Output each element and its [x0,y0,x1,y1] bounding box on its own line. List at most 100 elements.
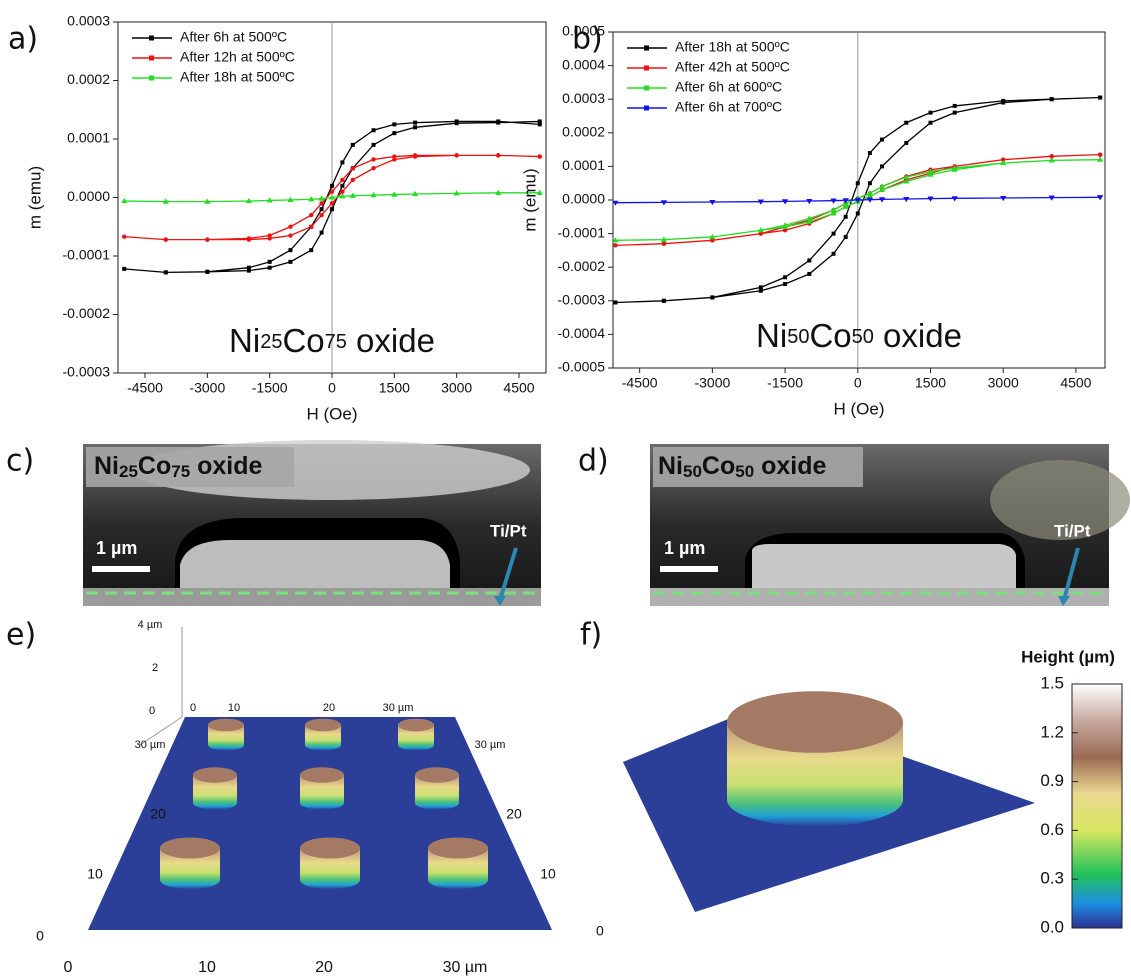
y-tick-label: 0.0002 [562,124,605,140]
sem-label: Co [702,452,735,480]
marker [953,104,957,108]
afm-axis-label: 30 µm [443,959,488,976]
marker [613,300,617,304]
scale-label: 1 µm [664,538,705,558]
y-tick-label: 0.0002 [67,71,110,87]
annotation-part: Co [809,317,851,354]
marker [205,270,209,274]
sem-image: Ni50Co50 oxide 1 µm Ti/Pt [650,444,1130,606]
marker [1098,96,1102,100]
marker [351,178,355,182]
legend-marker [644,46,649,51]
sem-label: Co [138,452,171,480]
marker [268,266,272,270]
legend-label: After 6h at 700ºC [675,99,782,115]
marker [267,236,271,240]
colorbar-tick-label: 0.0 [1040,917,1064,936]
sem-label: Ni [94,452,119,480]
marker [710,295,714,299]
marker [330,201,334,205]
marker [953,111,957,115]
marker [538,119,542,123]
x-tick-label: -3000 [189,380,225,396]
afm-axis-label: 30 µm [475,739,506,751]
legend-label: After 18h at 500ºC [675,39,790,55]
colorbar-tick-label: 0.6 [1040,820,1064,839]
annotation-part: Co [282,322,324,359]
marker [783,275,787,279]
y-tick-label: -0.0005 [558,359,606,375]
marker [856,211,860,215]
legend-marker [149,56,154,61]
marker [1001,101,1005,105]
afm-axis-label: 10 [540,866,556,882]
y-tick-label: 0.0000 [67,188,110,204]
x-tick-label: 3000 [441,380,472,396]
afm-axis-label: 20 [506,806,522,822]
marker [928,121,932,125]
annotation: Ni50Co50 oxide [756,317,962,354]
legend-label: After 42h at 500ºC [675,59,790,75]
marker [868,181,872,185]
marker [351,143,355,147]
marker [351,166,355,170]
marker [844,215,848,219]
afm-axis-label: 20 [315,959,333,976]
marker [268,260,272,264]
colorbar-tick-label: 0.3 [1040,869,1064,888]
colorbar-tick-label: 0.9 [1040,771,1064,790]
panel-label: d) [578,444,609,479]
afm-axis-label: 0 [36,928,44,944]
colorbar-title: Height (µm) [1021,647,1115,666]
marker [371,166,375,170]
y-tick-label: 0.0003 [67,13,110,29]
marker [538,154,542,158]
afm-axis-label: 20 [150,806,166,822]
marker [122,267,126,271]
x-tick-label: 1500 [379,380,410,396]
y-tick-label: -0.0003 [558,292,606,308]
marker [844,235,848,239]
sem-label: 75 [171,462,190,481]
marker [856,181,860,185]
marker [880,164,884,168]
annotation-part: oxide [874,317,962,354]
afm-axis-label: 0 [64,959,73,976]
marker [1050,97,1054,101]
pillar-top [305,719,341,732]
afm-axis-label: 2 [152,662,158,674]
layer-label: Ti/Pt [490,521,527,540]
marker [330,189,334,193]
marker [320,231,324,235]
legend-marker [149,76,154,81]
marker [288,233,292,237]
marker [392,122,396,126]
marker [288,260,292,264]
figure: Ni25Co75 oxide 1 µm Ti/Pt Ni50Co50 oxide… [0,0,1131,978]
marker [392,131,396,135]
pillar-top [300,838,360,859]
x-tick-label: 0 [854,375,862,391]
y-tick-label: 0.0001 [67,130,110,146]
pillar-top [160,838,220,859]
marker [496,121,500,125]
annotation-part: 75 [325,331,347,353]
marker [309,213,313,217]
marker [288,225,292,229]
y-tick-label: -0.0001 [558,224,606,240]
marker [309,225,313,229]
y-tick-label: -0.0003 [63,364,111,380]
colorbar [1072,684,1122,928]
marker [904,121,908,125]
scale-label: 1 µm [96,538,137,558]
annotation-part: 50 [787,326,809,348]
y-tick-label: -0.0004 [558,325,606,341]
legend-marker [644,86,649,91]
marker [928,111,932,115]
marker [662,299,666,303]
y-axis-label: m (emu) [25,166,44,229]
marker [413,125,417,129]
sem-label: 50 [683,462,702,481]
x-tick-label: -1500 [767,375,803,391]
marker [455,121,459,125]
